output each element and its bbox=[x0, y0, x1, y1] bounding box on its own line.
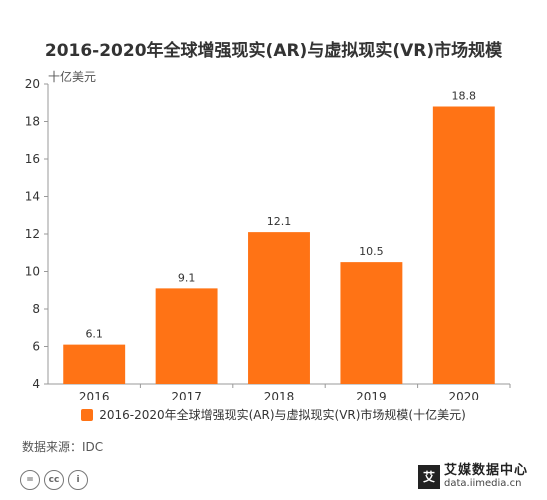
brand-logo: 艾 艾媒数据中心 data.iimedia.cn bbox=[418, 463, 529, 490]
bar bbox=[155, 288, 218, 384]
nd-icon: = bbox=[20, 470, 40, 490]
chart-title: 2016-2020年全球增强现实(AR)与虚拟现实(VR)市场规模 bbox=[44, 41, 503, 61]
logo-url: data.iimedia.cn bbox=[444, 478, 522, 490]
y-tick-label: 18 bbox=[25, 115, 40, 129]
legend-label: 2016-2020年全球增强现实(AR)与虚拟现实(VR)市场规模(十亿美元) bbox=[99, 408, 466, 422]
x-tick-label: 2017 bbox=[171, 390, 202, 400]
x-tick-label: 2018 bbox=[264, 390, 295, 400]
license-icons: = cc i bbox=[20, 470, 88, 490]
bar-value-label: 9.1 bbox=[178, 271, 196, 284]
bar bbox=[63, 344, 126, 384]
y-tick-label: 6 bbox=[32, 340, 40, 354]
x-tick-label: 2019 bbox=[356, 390, 387, 400]
bar bbox=[340, 262, 403, 384]
y-tick-label: 16 bbox=[25, 152, 40, 166]
logo-mark: 艾 bbox=[418, 464, 440, 489]
attribution-icon: i bbox=[68, 470, 88, 490]
bar-chart: 4 6 8 10 12 14 16 18 20 6.1 2016 9.1 2017 12.1 2018 10.… bbox=[25, 77, 511, 400]
bar-value-label: 12.1 bbox=[267, 215, 292, 228]
chart-legend: 2016-2020年全球增强现实(AR)与虚拟现实(VR)市场规模(十亿美元) bbox=[0, 406, 547, 423]
bar bbox=[432, 106, 495, 384]
x-tick-label: 2020 bbox=[449, 390, 480, 400]
y-axis-unit-label: 十亿美元 bbox=[48, 70, 97, 84]
x-tick-label: 2016 bbox=[79, 390, 110, 400]
legend-swatch bbox=[81, 408, 94, 421]
bar-value-label: 10.5 bbox=[359, 245, 384, 258]
y-tick-label: 14 bbox=[25, 190, 40, 204]
y-tick-label: 4 bbox=[32, 377, 40, 391]
data-source: 数据来源：IDC bbox=[22, 440, 104, 454]
logo-name: 艾媒数据中心 bbox=[444, 463, 529, 478]
bar-value-label: 6.1 bbox=[85, 328, 103, 341]
y-tick-label: 12 bbox=[25, 227, 40, 241]
y-tick-label: 10 bbox=[25, 265, 40, 279]
y-tick-label: 8 bbox=[32, 302, 40, 316]
y-tick-label: 20 bbox=[25, 77, 40, 91]
bar bbox=[248, 232, 310, 384]
bar-value-label: 18.8 bbox=[452, 90, 477, 103]
cc-icon: cc bbox=[44, 470, 64, 490]
